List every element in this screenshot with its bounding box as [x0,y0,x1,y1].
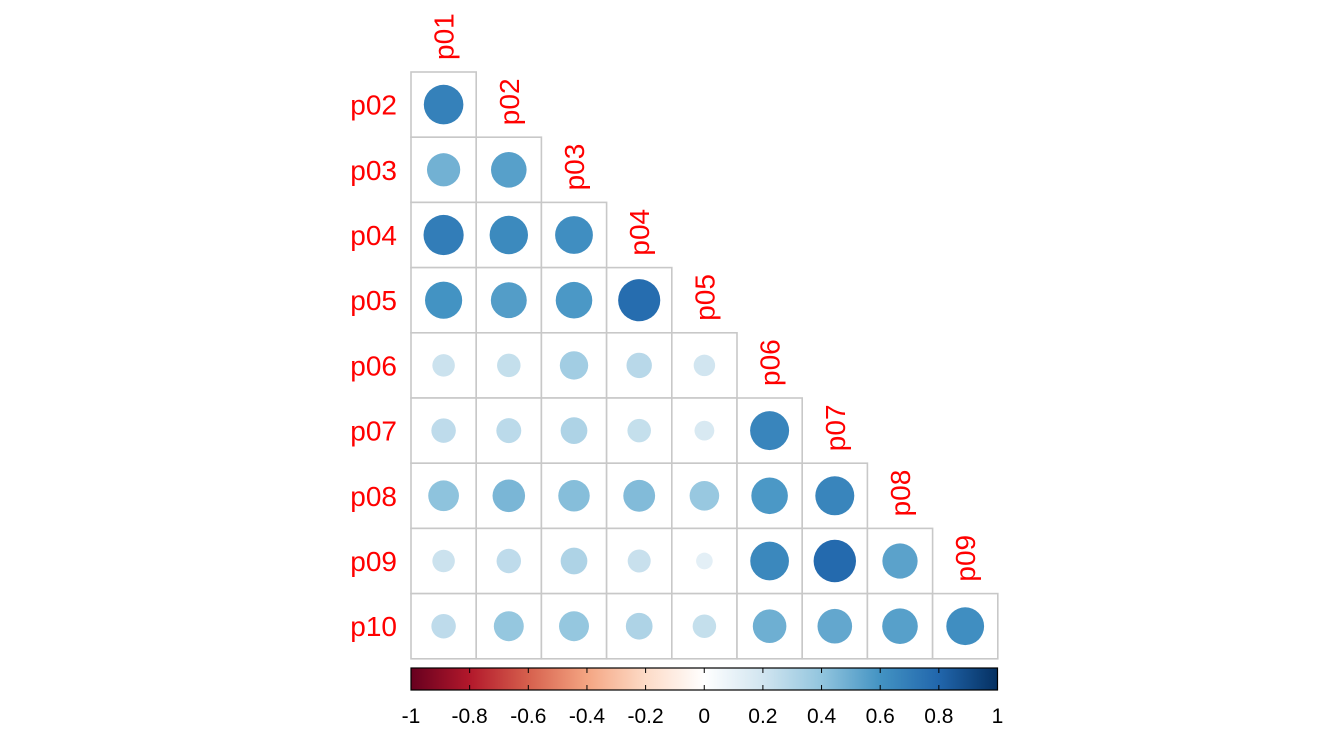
correlation-circle-p10-p07 [817,608,853,644]
column-label-p08: p08 [885,470,916,517]
row-label-p04: p04 [350,220,397,251]
correlation-circle-p10-p04 [625,612,653,640]
correlation-circle-p08-p07 [815,476,855,516]
correlation-circle-p10-p06 [752,609,787,643]
correlation-circle-p08-p02 [492,479,526,513]
correlation-circle-p03-p01 [426,153,461,187]
correlation-circle-p09-p06 [750,541,789,581]
correlation-circle-p04-p03 [555,216,593,254]
colorbar-tick-label: -0.6 [510,705,546,728]
correlation-circle-p10-p03 [559,611,589,642]
correlation-circle-p08-p03 [558,480,590,512]
column-label-p01: p01 [429,13,460,60]
correlation-circle-p10-p08 [882,608,918,644]
correlation-circle-p06-p05 [693,354,716,377]
correlation-circle-p06-p02 [497,353,521,378]
row-labels: p02 p03 p04 p05 p06 p07 p08 p09 p10 [350,90,397,643]
colorbar-tick-label: -0.8 [452,705,488,728]
correlation-circle-p07-p01 [431,418,456,443]
row-label-p10: p10 [350,611,397,642]
correlation-circle-p08-p06 [751,477,788,515]
colorbar-tick-label: -1 [402,705,421,728]
correlation-circle-p09-p02 [496,548,522,574]
correlation-circle-p09-p03 [560,547,588,575]
correlation-circle-p05-p04 [618,279,661,322]
correlation-circle-p07-p03 [560,417,588,444]
grid-cell [475,266,543,334]
correlation-circle-p09-p01 [432,549,455,573]
grid-cell [410,462,477,530]
correlation-circle-p07-p04 [627,418,651,443]
row-label-p07: p07 [350,416,397,447]
colorbar-tick-label: 0.6 [866,705,895,728]
row-label-p08: p08 [350,481,397,512]
correlation-circle-p09-p04 [627,549,651,573]
correlation-circle-p10-p05 [692,614,717,638]
row-label-p06: p06 [350,350,397,381]
grid-cell [605,331,673,399]
correlation-circle-p09-p05 [696,552,713,570]
row-label-p09: p09 [350,546,397,577]
correlation-circles [423,84,985,646]
colorbar-tick-label: 0.8 [924,705,953,728]
correlation-circle-p08-p01 [428,480,459,512]
correlation-circle-p05-p02 [490,282,527,319]
column-label-p02: p02 [494,78,525,125]
column-label-p03: p03 [559,144,590,191]
correlation-circle-p06-p04 [626,352,652,379]
correlation-circle-p08-p05 [689,481,720,511]
correlation-circle-p04-p01 [423,214,464,256]
correlation-circle-p02-p01 [423,84,464,125]
color-legend: -1 -0.8 -0.6 -0.4 -0.2 0 0.2 0.4 0.6 0.8 1 [402,667,1004,728]
colorbar-tick-label: 0.2 [748,705,777,728]
correlation-circle-p09-p08 [882,543,918,579]
correlation-circle-p07-p05 [694,420,715,441]
grid-cell [670,592,738,660]
column-label-p04: p04 [624,209,655,256]
colorbar-tick-label: -0.4 [569,705,606,728]
correlation-circle-p05-p03 [555,281,593,319]
correlation-circle-p07-p06 [750,411,790,451]
colorbar-tick-label: 0.4 [807,705,837,728]
correlation-circle-p10-p01 [431,613,456,639]
correlation-circle-p04-p02 [489,215,528,255]
colorbar-tick-label: 0 [698,705,710,728]
correlation-circle-p06-p01 [432,354,455,377]
colorbar-tick-label: -0.2 [628,705,664,728]
row-label-p02: p02 [350,90,397,121]
correlation-circle-p10-p09 [946,607,985,646]
correlation-circle-p07-p02 [496,418,522,444]
correlation-circle-p08-p04 [623,479,656,512]
correlation-circle-p05-p01 [425,281,463,319]
column-labels: p01 p02 p03 p04 p05 p06 p07 p08 p09 [429,13,982,581]
correlation-circle-p09-p07 [813,539,856,583]
column-label-p05: p05 [689,274,720,321]
column-label-p07: p07 [820,404,851,451]
correlation-circle-p10-p02 [493,611,524,642]
row-label-p05: p05 [350,285,397,316]
row-label-p03: p03 [350,155,397,186]
column-label-p06: p06 [755,339,786,386]
correlation-circle-p03-p02 [491,152,527,188]
column-label-p09: p09 [950,535,981,582]
colorbar-tick-label: 1 [992,705,1004,728]
correlation-circle-p06-p03 [559,351,589,380]
correlation-cells [410,71,999,660]
